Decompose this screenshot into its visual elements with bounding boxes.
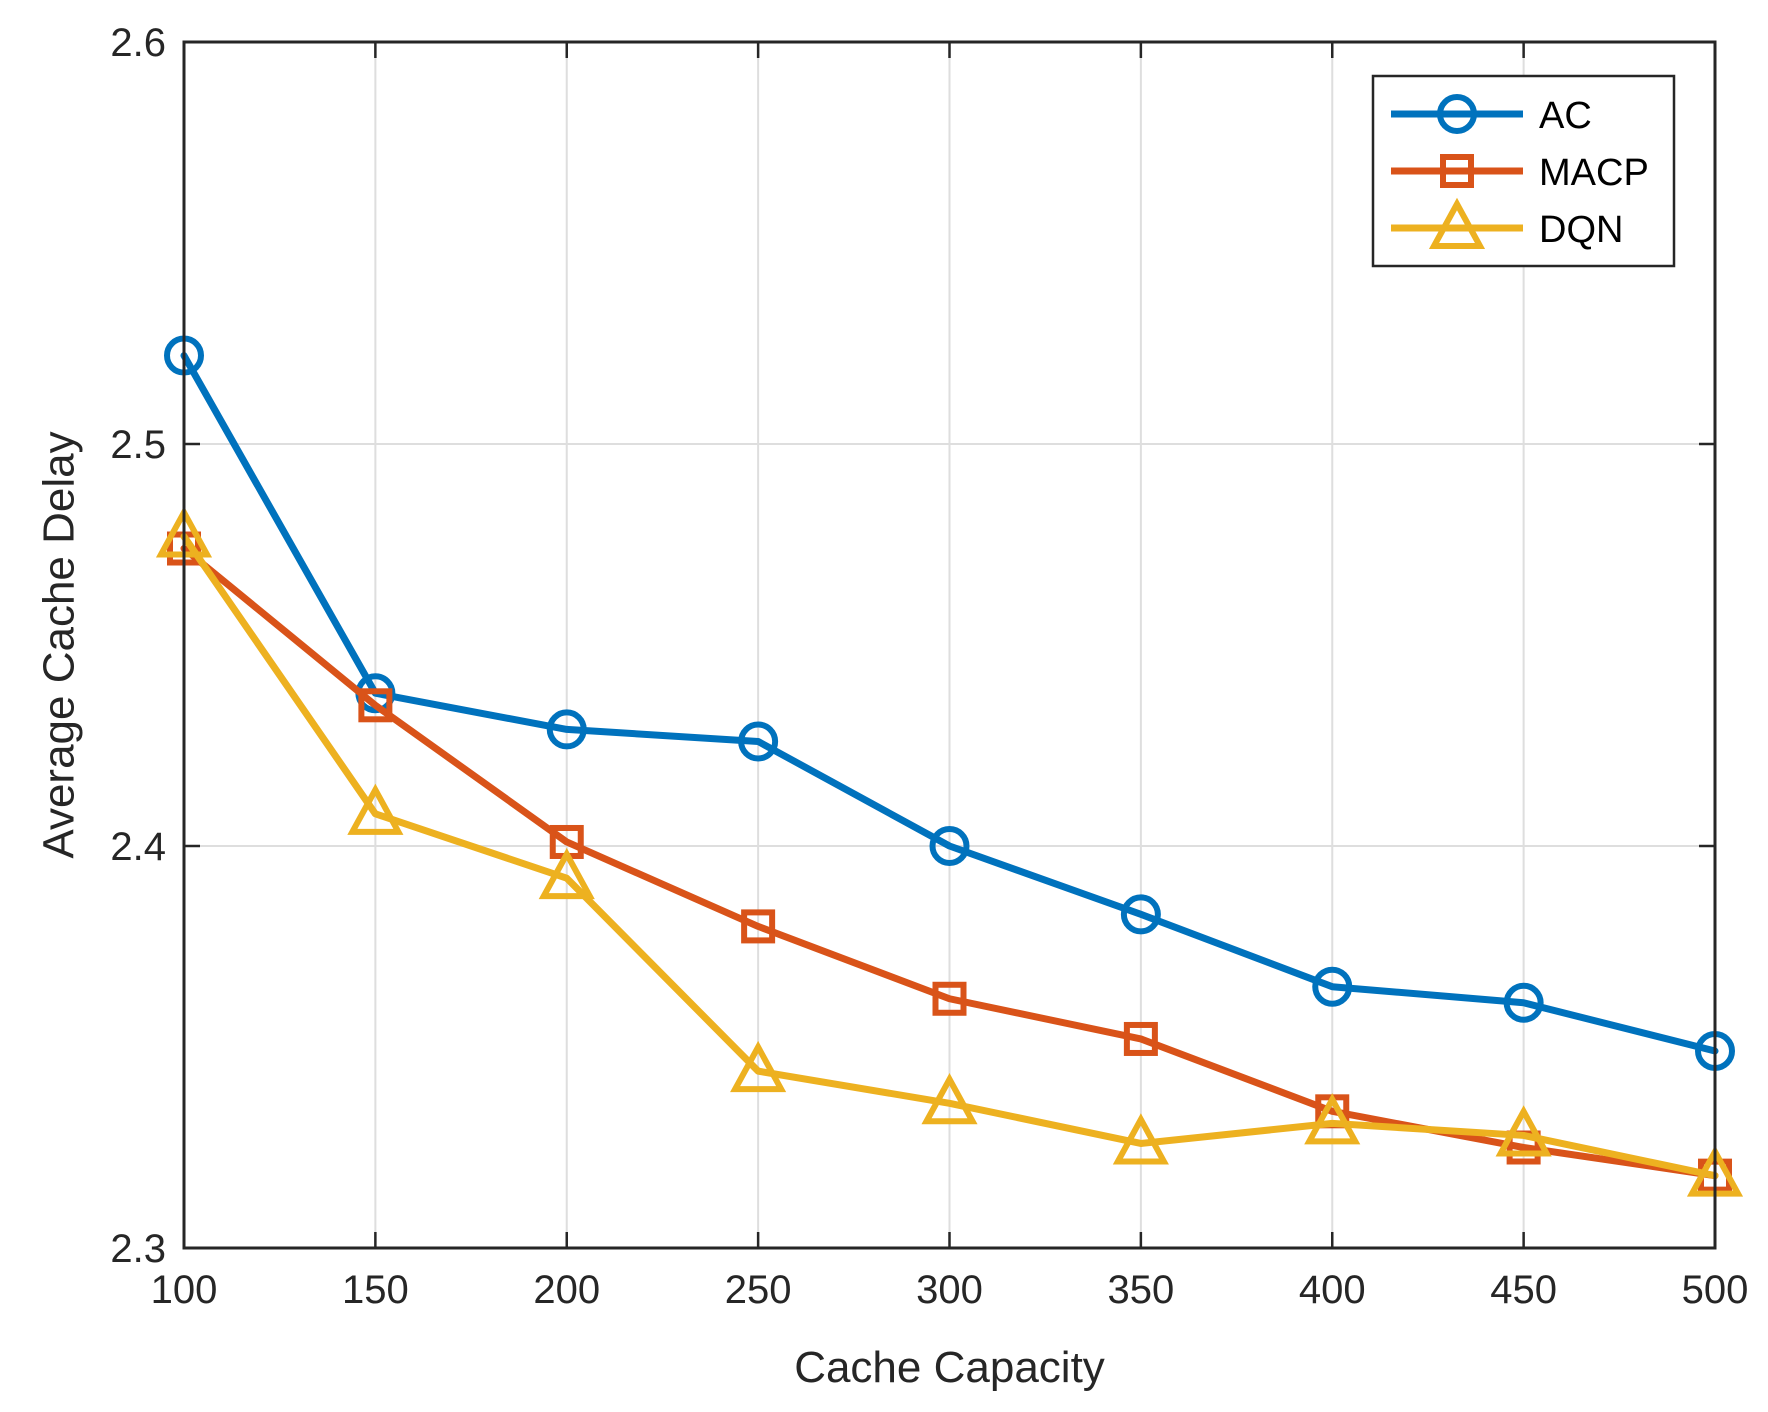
ac-point (546, 709, 587, 750)
macp-point (932, 981, 967, 1016)
legend: AC MACP DQN (1371, 74, 1676, 268)
macp-point (1123, 1021, 1158, 1056)
x-tick-label: 450 (1490, 1268, 1557, 1312)
legend-label-ac: AC (1539, 95, 1592, 137)
macp-point (358, 688, 393, 723)
x-tick-label: 500 (1682, 1268, 1749, 1312)
x-tick-label: 350 (1108, 1268, 1175, 1312)
x-tick-label: 300 (916, 1268, 983, 1312)
x-tick-label: 100 (151, 1268, 218, 1312)
dqn-line (180, 532, 1719, 1180)
ac-line (180, 352, 1719, 1055)
y-tick-label: 2.6 (110, 21, 166, 65)
x-tick-label: 150 (342, 1268, 409, 1312)
legend-item-ac: AC (1391, 94, 1592, 137)
x-axis-title: Cache Capacity (794, 1343, 1105, 1392)
x-tick-label: 250 (725, 1268, 792, 1312)
ac-point (1312, 966, 1353, 1007)
legend-item-dqn: DQN (1391, 197, 1623, 251)
x-tick-label: 400 (1299, 1268, 1366, 1312)
ac-point (1120, 894, 1161, 935)
legend-label-macp: MACP (1539, 152, 1649, 194)
y-axis-title: Average Cache Delay (35, 431, 84, 858)
ac-point (738, 721, 779, 762)
legend-item-macp: MACP (1391, 152, 1649, 194)
macp-line (180, 545, 1719, 1180)
axis-ticks: 100 150 200 250 300 350 400 450 500 2.3 2.4 2.5 2.6 (110, 21, 1748, 1312)
series-layer (155, 335, 1744, 1197)
dqn-point (538, 847, 595, 900)
dqn-point (730, 1040, 787, 1093)
legend-label-dqn: DQN (1539, 209, 1623, 251)
series-dqn (155, 506, 1744, 1197)
dqn-point (347, 783, 404, 835)
dqn-point (921, 1073, 978, 1125)
legend-marker-dqn (1428, 197, 1486, 249)
y-tick-label: 2.5 (110, 423, 166, 467)
macp-point (741, 909, 776, 944)
dqn-point (1112, 1113, 1169, 1165)
dqn-point (1495, 1105, 1552, 1157)
y-tick-label: 2.3 (110, 1227, 166, 1271)
legend-marker-ac (1437, 94, 1477, 134)
ac-point (929, 826, 970, 866)
dqn-point (1304, 1093, 1361, 1145)
x-tick-label: 200 (533, 1268, 600, 1312)
y-tick-label: 2.4 (110, 825, 166, 869)
legend-marker-macp (1440, 154, 1474, 188)
ac-point (1503, 982, 1544, 1023)
